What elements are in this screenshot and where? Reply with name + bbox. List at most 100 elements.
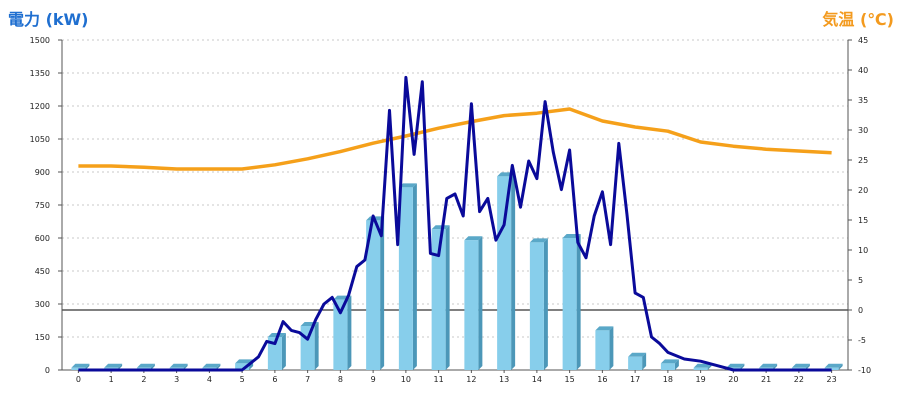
right-tick-label: 10 [858,246,868,255]
bar-side [609,326,614,370]
bar-front [497,176,512,370]
left-tick-label: 1500 [30,36,50,45]
bar-side [380,216,385,370]
bar-side [118,363,123,370]
bar-front [529,242,544,370]
bar-front [824,367,839,370]
bar-side [85,363,90,370]
right-tick-label: 30 [858,126,868,135]
bar-front [562,238,577,370]
bar-front [431,229,446,370]
bar [464,236,483,370]
x-tick-label: 11 [434,375,444,384]
bar-side [216,363,221,370]
left-tick-label: 1200 [30,102,50,111]
bar [529,238,548,370]
bar [300,322,319,370]
power-line [78,75,832,372]
bar [595,326,614,370]
bar-front [235,363,250,370]
bar-side [314,322,319,370]
x-tick-label: 1 [109,375,114,384]
bar-side [838,363,843,370]
bar-top [628,352,647,357]
x-tick-label: 10 [401,375,411,384]
x-tick-label: 21 [761,375,771,384]
bar [562,234,581,370]
x-tick-label: 3 [174,375,179,384]
x-tick-label: 0 [76,375,81,384]
bar-top [791,363,810,368]
left-tick-label: 750 [35,201,50,210]
bar-side [478,236,483,370]
bar-top [398,183,417,188]
x-tick-label: 8 [338,375,343,384]
bar [824,363,843,370]
bar-top [595,326,614,331]
bar-side [183,363,188,370]
bar-top [431,225,450,230]
left-axis-label: 電力 (kW) [8,10,89,29]
x-tick-label: 2 [141,375,146,384]
bar [71,363,90,370]
bar-top [169,363,188,368]
x-tick-label: 13 [499,375,509,384]
bar-front [464,240,479,370]
bar-side [511,172,516,370]
right-tick-label: -5 [858,336,866,345]
x-tick-label: 6 [272,375,277,384]
bar-top [71,363,90,368]
x-tick-label: 4 [207,375,212,384]
bar-front [300,326,315,370]
bar-side [674,359,679,370]
bar-front [267,337,282,370]
left-tick-label: 1050 [30,135,50,144]
x-tick-label: 15 [565,375,575,384]
bar-front [366,220,381,370]
bar [660,359,679,370]
x-tick-label: 7 [305,375,310,384]
right-tick-label: 25 [858,156,868,165]
right-tick-label: 5 [858,276,863,285]
left-tick-label: 600 [35,234,50,243]
x-tick-label: 12 [466,375,476,384]
bar [366,216,385,370]
bar-side [412,183,417,370]
bar-front [595,330,610,370]
bar-top [529,238,548,243]
bar-front [71,367,86,370]
x-tick-label: 18 [663,375,673,384]
bar-side [347,295,352,370]
bar [628,352,647,370]
right-tick-label: -10 [858,366,871,375]
bar-top [660,359,679,364]
left-tick-label: 450 [35,267,50,276]
bar-side [150,363,155,370]
bar-top [235,359,254,364]
bar-top [726,363,745,368]
bar-top [464,236,483,241]
left-tick-label: 0 [45,366,50,375]
bar-top [759,363,778,368]
x-tick-label: 17 [630,375,640,384]
right-tick-label: 40 [858,66,868,75]
bar-side [805,363,810,370]
bar-top [136,363,155,368]
left-tick-label: 150 [35,333,50,342]
bar [398,183,417,370]
bar [497,172,516,370]
bar-side [445,225,450,370]
right-tick-label: 20 [858,186,868,195]
bar-side [543,238,548,370]
bar-front [628,356,643,370]
right-tick-label: 15 [858,216,868,225]
bar-side [740,363,745,370]
bar [431,225,450,370]
bar-front [398,187,413,370]
x-tick-label: 22 [794,375,804,384]
x-tick-label: 5 [240,375,245,384]
x-tick-label: 20 [728,375,738,384]
x-tick-label: 23 [827,375,837,384]
left-tick-label: 900 [35,168,50,177]
